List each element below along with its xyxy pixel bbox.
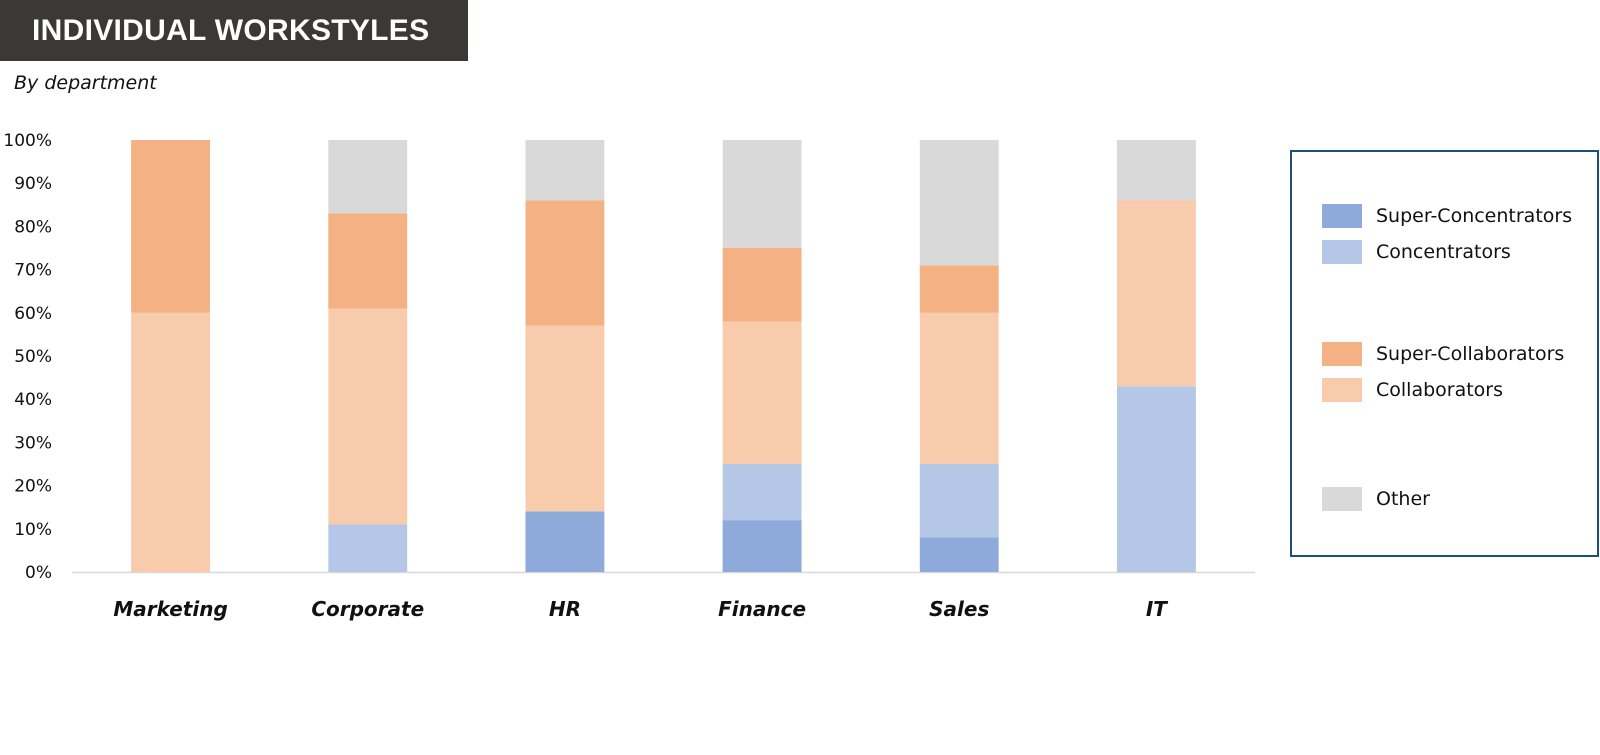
y-tick-label: 70% — [14, 261, 52, 281]
legend-label: Super-Concentrators — [1376, 205, 1573, 227]
bar-segment-corporate-super-collaborators — [328, 213, 408, 309]
legend-swatch — [1322, 204, 1362, 228]
x-tick-label: Corporate — [311, 597, 424, 621]
bar-segment-hr-super-collaborators — [525, 200, 605, 326]
bar-segment-hr-super-concentrators — [525, 511, 605, 572]
stacked-bar-chart: 0% 10% 20% 30% 40% 50% 60% 70% 80% 90% 100% Marketi… — [3, 131, 1255, 621]
bar-segment-sales-other — [919, 140, 999, 266]
chart-subtitle: By department — [14, 72, 157, 94]
y-tick-label: 10% — [14, 520, 52, 540]
legend-item: Concentrators — [1322, 240, 1511, 264]
legend-item: Super-Collaborators — [1322, 342, 1564, 366]
legend-swatch — [1322, 487, 1362, 511]
bar-segment-finance-other — [722, 140, 802, 248]
chart-title: INDIVIDUAL WORKSTYLES — [32, 13, 430, 47]
bar-segment-sales-collaborators — [919, 312, 999, 464]
bar-segment-hr-collaborators — [525, 325, 605, 512]
bar-segment-sales-concentrators — [919, 464, 999, 538]
y-tick-label: 50% — [14, 347, 52, 367]
y-tick-label: 90% — [14, 174, 52, 194]
y-tick-label: 80% — [14, 217, 52, 237]
x-tick-label: Sales — [929, 597, 989, 621]
bar-segment-finance-collaborators — [722, 321, 802, 464]
bar-segment-corporate-collaborators — [328, 308, 408, 525]
bar-segment-marketing-super-collaborators — [131, 140, 211, 313]
x-tick-label: Finance — [718, 597, 806, 621]
bar-segment-it-concentrators — [1116, 386, 1196, 572]
bar-segment-corporate-other — [328, 140, 408, 214]
x-tick-label: Marketing — [113, 597, 227, 621]
bar-segment-finance-super-concentrators — [722, 520, 802, 572]
bar-segment-corporate-concentrators — [328, 524, 408, 572]
y-tick-label: 40% — [14, 390, 52, 410]
y-tick-label: 20% — [14, 477, 52, 497]
legend-item: Other — [1322, 487, 1430, 511]
legend-swatch — [1322, 240, 1362, 264]
legend-swatch — [1322, 342, 1362, 366]
x-tick-label: IT — [1146, 597, 1168, 621]
y-tick-label: 0% — [25, 563, 52, 583]
legend-label: Super-Collaborators — [1376, 343, 1565, 365]
y-tick-label: 60% — [14, 304, 52, 324]
bar-segment-it-other — [1116, 140, 1196, 201]
legend-swatch — [1322, 378, 1362, 402]
bar-segment-hr-other — [525, 140, 605, 201]
bar-segment-finance-super-collaborators — [722, 248, 802, 322]
bar-segment-sales-super-collaborators — [919, 265, 999, 313]
legend-label: Concentrators — [1376, 241, 1511, 263]
y-tick-label: 30% — [14, 433, 52, 453]
chart-legend: Super-Concentrators Concentrators Super-Co… — [1290, 150, 1599, 557]
x-tick-label: HR — [549, 597, 581, 621]
bar-segment-marketing-collaborators — [131, 312, 211, 572]
bar-segment-finance-concentrators — [722, 464, 802, 521]
legend-item: Super-Concentrators — [1322, 204, 1572, 228]
bar-segment-sales-super-concentrators — [919, 537, 999, 572]
title-bar: INDIVIDUAL WORKSTYLES — [0, 0, 468, 61]
bar-segment-it-collaborators — [1116, 200, 1196, 387]
legend-item: Collaborators — [1322, 378, 1503, 402]
y-tick-label: 100% — [3, 131, 52, 151]
legend-label: Other — [1376, 488, 1430, 510]
legend-label: Collaborators — [1376, 379, 1504, 401]
